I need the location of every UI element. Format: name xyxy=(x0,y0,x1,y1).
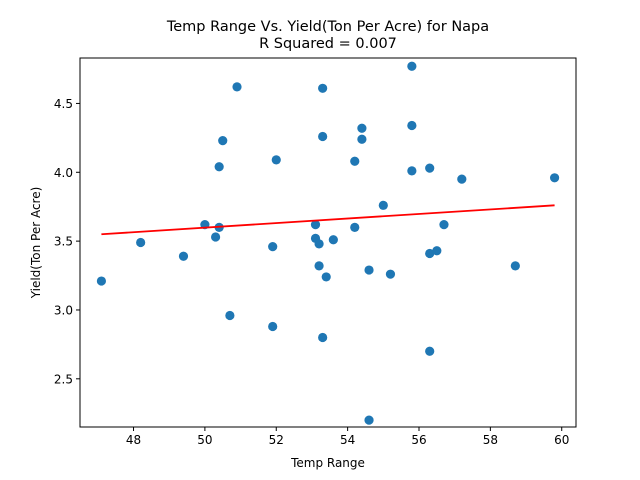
scatter-point xyxy=(549,173,560,183)
scatter-point xyxy=(268,242,278,252)
scatter-point xyxy=(211,232,221,242)
scatter-point xyxy=(96,276,107,286)
x-tick-label: 52 xyxy=(269,433,284,447)
scatter-point xyxy=(425,163,435,173)
y-tick-label: 4.5 xyxy=(54,97,73,111)
scatter-point xyxy=(314,239,324,249)
scatter-point xyxy=(214,162,224,172)
y-tick-label: 2.5 xyxy=(54,372,73,386)
scatter-point xyxy=(314,261,324,271)
scatter-point xyxy=(439,220,449,230)
scatter-point xyxy=(425,248,435,259)
x-axis-label: Temp Range xyxy=(290,456,365,470)
chart-subtitle-r-squared: R Squared = 0.007 xyxy=(259,36,397,52)
scatter-point xyxy=(432,246,442,256)
scatter-point xyxy=(364,265,374,275)
scatter-point xyxy=(328,235,338,245)
scatter-point xyxy=(318,83,328,93)
x-axis: 48 50 52 54 56 58 60 xyxy=(126,427,569,447)
y-tick-label: 4.0 xyxy=(54,166,73,180)
scatter-point xyxy=(350,222,360,232)
scatter-point xyxy=(407,120,417,131)
x-tick-label: 54 xyxy=(340,433,355,447)
scatter-point xyxy=(364,415,374,425)
y-axis-label: Yield(Ton Per Acre) xyxy=(29,187,43,300)
y-tick-label: 3.5 xyxy=(54,235,73,249)
scatter-point xyxy=(225,310,235,321)
scatter-point xyxy=(425,346,435,356)
scatter-point xyxy=(407,166,417,176)
plot-area-frame xyxy=(79,57,577,428)
scatter-point xyxy=(218,136,228,146)
scatter-point xyxy=(350,156,360,166)
scatter-point xyxy=(136,237,146,248)
scatter-point xyxy=(357,134,367,144)
scatter-point xyxy=(178,251,189,261)
scatter-point xyxy=(271,155,281,165)
scatter-point xyxy=(268,321,278,332)
scatter-point xyxy=(457,174,467,184)
x-tick-label: 50 xyxy=(197,433,212,447)
scatter-point xyxy=(407,61,417,71)
x-tick-label: 56 xyxy=(411,433,426,447)
scatter-point xyxy=(318,131,328,142)
scatter-point xyxy=(310,220,321,230)
scatter-point xyxy=(385,269,396,279)
scatter-point xyxy=(321,272,331,282)
plot-marks xyxy=(96,61,560,425)
scatter-point xyxy=(318,332,328,343)
scatter-point xyxy=(357,123,367,133)
x-tick-label: 48 xyxy=(126,433,141,447)
y-axis: 2.5 3.0 3.5 4.0 4.5 xyxy=(54,97,80,386)
scatter-point xyxy=(510,261,520,271)
regression-line xyxy=(101,204,555,236)
x-tick-label: 60 xyxy=(554,433,569,447)
chart-title: Temp Range Vs. Yield(Ton Per Acre) for N… xyxy=(166,19,489,35)
y-tick-label: 3.0 xyxy=(54,303,73,317)
scatter-point xyxy=(232,82,242,92)
x-tick-label: 58 xyxy=(483,433,498,447)
scatter-point xyxy=(378,200,388,210)
